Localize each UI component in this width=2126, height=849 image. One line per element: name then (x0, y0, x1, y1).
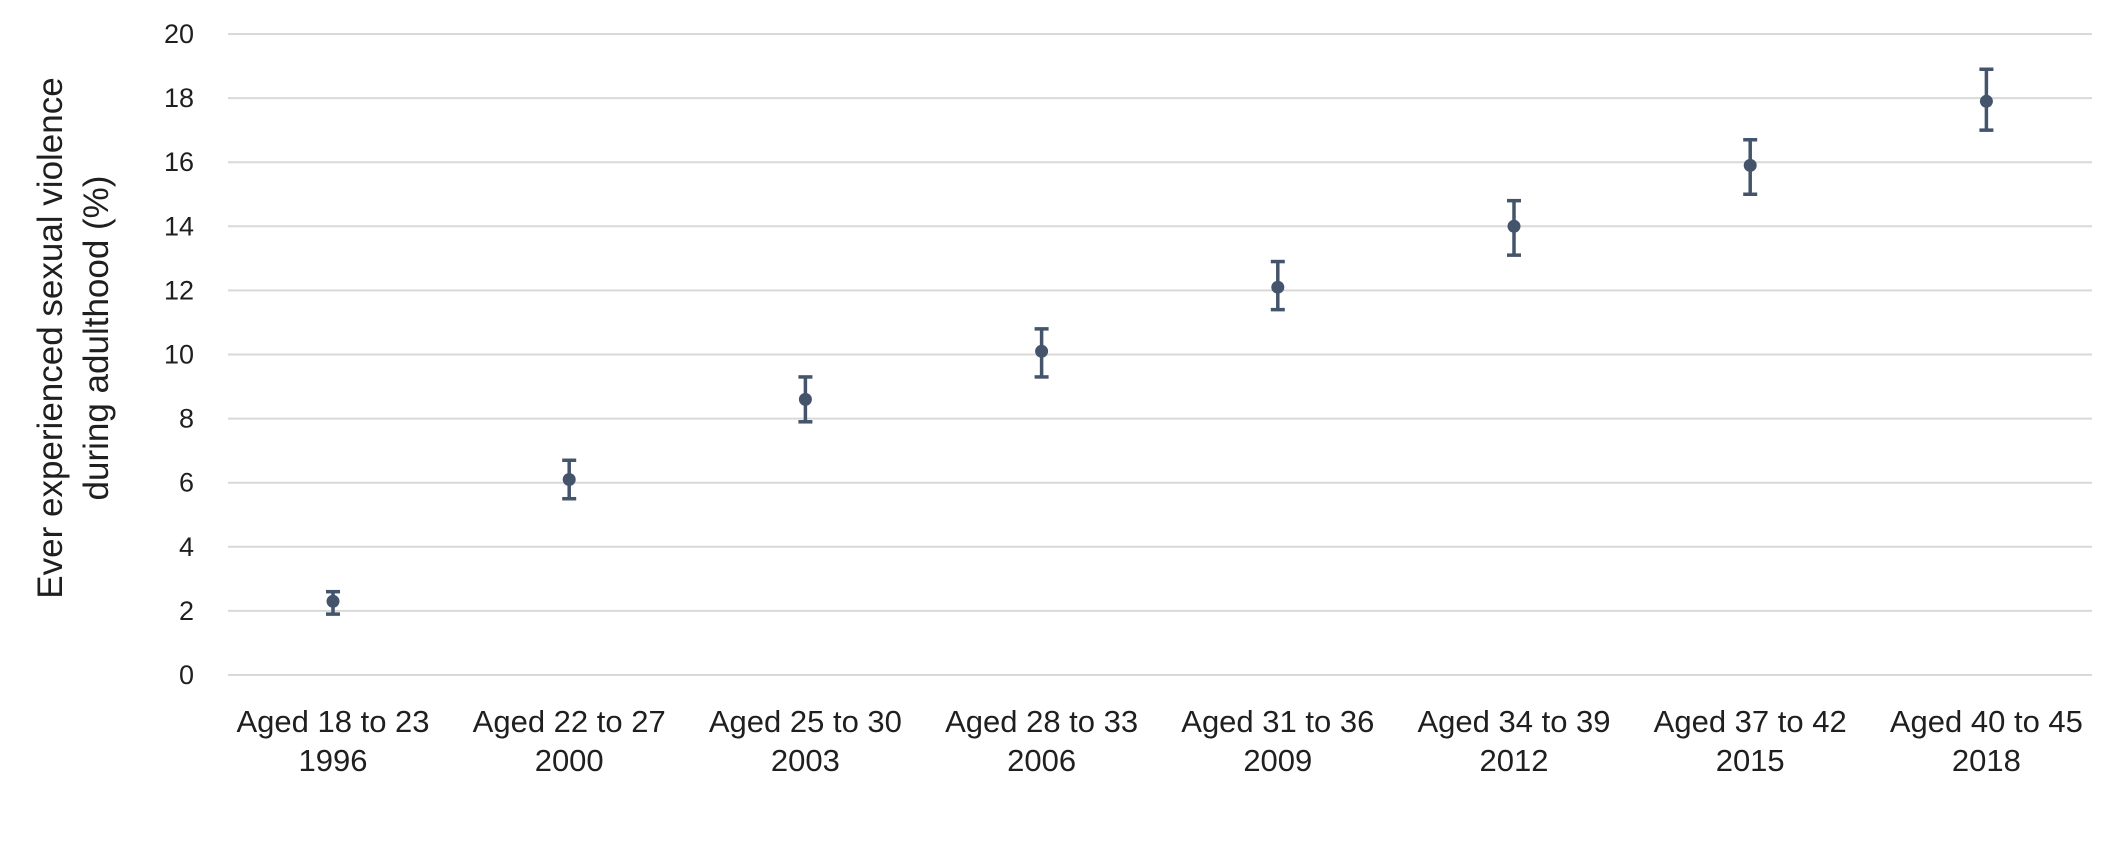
y-tick-label: 12 (164, 275, 194, 305)
y-axis-ticks: 0 2 4 6 8 10 12 14 16 18 20 (164, 19, 194, 690)
x-category-label: Aged 28 to 33 (945, 704, 1138, 739)
gridlines (228, 33, 2092, 676)
x-category-year: 2012 (1480, 743, 1549, 778)
x-category-year: 2000 (535, 743, 604, 778)
x-category-year: 1996 (299, 743, 368, 778)
x-category-label: Aged 25 to 30 (709, 704, 902, 739)
data-point (1979, 94, 1993, 108)
y-tick-label: 6 (179, 468, 194, 498)
y-axis-title: Ever experienced sexual violence during a… (31, 77, 116, 598)
y-tick-label: 20 (164, 19, 194, 49)
data-point-group (1270, 259, 1285, 312)
data-point (326, 594, 340, 608)
y-tick-label: 0 (179, 660, 194, 690)
data-point-group (1507, 198, 1521, 257)
data-point-group (1979, 67, 1994, 132)
data-point (798, 392, 812, 406)
y-tick-label: 14 (164, 211, 194, 241)
y-tick-label: 8 (179, 404, 194, 434)
x-category-year: 2018 (1952, 743, 2021, 778)
x-category-year: 2009 (1243, 743, 1312, 778)
data-points (326, 67, 1994, 616)
data-point-group (562, 458, 577, 501)
data-point (1035, 344, 1049, 358)
y-tick-label: 16 (164, 147, 194, 177)
y-axis-title-line: during adulthood (%) (77, 176, 116, 501)
y-tick-label: 18 (164, 83, 194, 113)
x-category-label: Aged 22 to 27 (473, 704, 666, 739)
data-point (562, 472, 576, 486)
x-category-label: Aged 34 to 39 (1417, 704, 1610, 739)
x-category-label: Aged 18 to 23 (236, 704, 429, 739)
y-tick-label: 4 (179, 532, 194, 562)
x-category-label: Aged 31 to 36 (1181, 704, 1374, 739)
x-category-label: Aged 37 to 42 (1654, 704, 1847, 739)
x-category-label: Aged 40 to 45 (1890, 704, 2083, 739)
data-point (1507, 219, 1521, 233)
data-point (1271, 280, 1285, 294)
data-point-group (326, 589, 340, 616)
data-point (1743, 158, 1757, 172)
y-axis-title-line: Ever experienced sexual violence (31, 77, 70, 598)
data-point-group (1743, 138, 1758, 196)
y-tick-label: 2 (179, 596, 194, 626)
x-axis-categories: Aged 18 to 23 1996 Aged 22 to 27 2000 Aged 2… (236, 704, 2082, 778)
y-tick-label: 10 (164, 340, 194, 370)
x-category-year: 2006 (1007, 743, 1076, 778)
x-category-year: 2015 (1716, 743, 1785, 778)
data-point-group (1034, 327, 1049, 379)
data-point-group (798, 375, 813, 424)
x-category-year: 2003 (771, 743, 840, 778)
